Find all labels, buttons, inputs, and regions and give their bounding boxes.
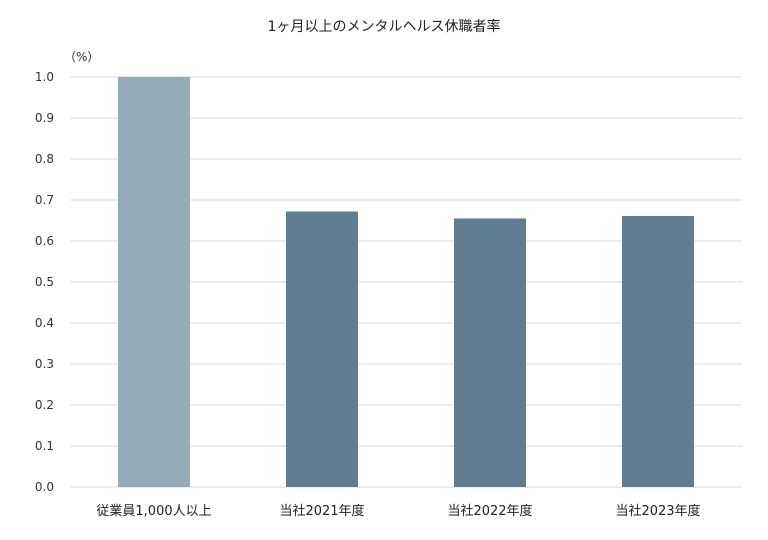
bar xyxy=(454,218,526,487)
x-tick-label: 従業員1,000人以上 xyxy=(96,503,211,519)
bar xyxy=(622,215,694,488)
y-tick-label: 0.7 xyxy=(35,193,54,207)
y-tick-labels: 0.0 0.1 0.2 0.3 0.4 0.5 0.6 0.7 0.8 0.9 1.0 xyxy=(35,70,54,494)
x-tick-label: 当社2023年度 xyxy=(615,503,700,519)
y-tick-label: 0.9 xyxy=(35,111,54,125)
bar-layer xyxy=(118,77,694,488)
y-tick-label: 0.3 xyxy=(35,357,54,371)
y-tick-label: 0.6 xyxy=(35,234,54,248)
y-tick-label: 0.5 xyxy=(35,275,54,289)
chart-title: 1ヶ月以上のメンタルヘルス休職者率 xyxy=(267,19,501,35)
y-tick-label: 0.1 xyxy=(35,439,54,453)
x-tick-label: 当社2021年度 xyxy=(279,503,364,519)
bar xyxy=(286,211,358,488)
y-tick-label: 0.0 xyxy=(35,480,54,494)
y-axis-unit-label: （%） xyxy=(64,50,100,64)
y-tick-label: 0.4 xyxy=(35,316,54,330)
bar xyxy=(118,77,190,487)
x-tick-label: 当社2022年度 xyxy=(447,503,532,519)
y-tick-label: 0.2 xyxy=(35,398,54,412)
y-tick-label: 0.8 xyxy=(35,152,54,166)
y-tick-label: 1.0 xyxy=(35,70,54,84)
x-tick-labels: 従業員1,000人以上 当社2021年度 当社2022年度 当社2023年度 xyxy=(96,503,700,519)
